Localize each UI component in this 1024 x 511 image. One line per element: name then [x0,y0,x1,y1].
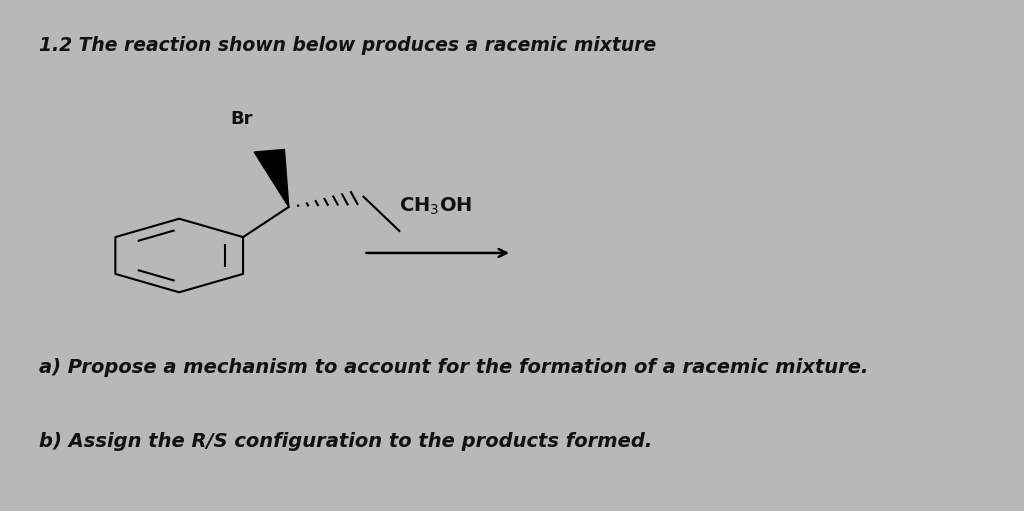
Text: b) Assign the R/S configuration to the products formed.: b) Assign the R/S configuration to the p… [39,432,652,451]
Text: 1.2 The reaction shown below produces a racemic mixture: 1.2 The reaction shown below produces a … [39,36,656,55]
Text: Br: Br [230,110,253,128]
Text: CH$_3$OH: CH$_3$OH [398,196,472,217]
Text: a) Propose a mechanism to account for the formation of a racemic mixture.: a) Propose a mechanism to account for th… [39,358,868,377]
Polygon shape [254,149,289,207]
